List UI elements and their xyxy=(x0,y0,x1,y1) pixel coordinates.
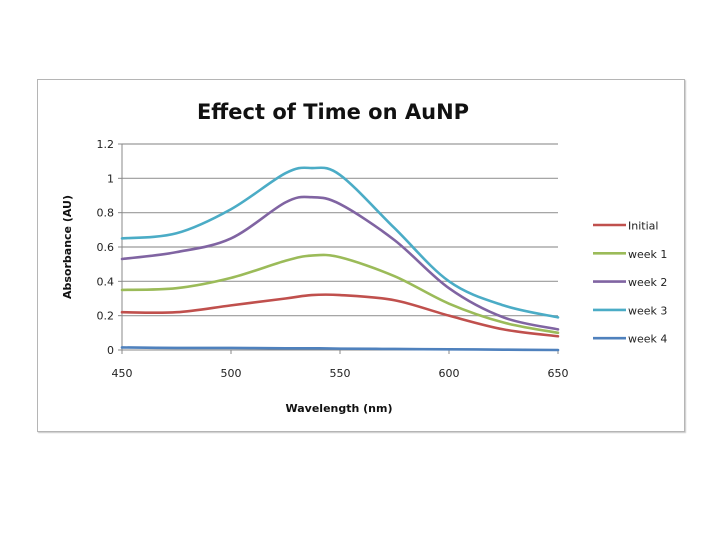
y-tick-label: 1 xyxy=(107,172,114,185)
series-line-week-4 xyxy=(120,346,560,352)
x-tick-label: 450 xyxy=(112,367,133,380)
series-line-week-3 xyxy=(120,166,560,319)
series-lines xyxy=(120,166,560,352)
y-tick-label: 0.6 xyxy=(97,241,115,254)
series-line-week-2 xyxy=(120,195,560,331)
legend-label: week 3 xyxy=(628,304,667,317)
axes xyxy=(118,143,559,354)
y-tick-label: 0.8 xyxy=(97,207,115,220)
series-line-initial xyxy=(120,293,560,338)
y-tick-label: 0.4 xyxy=(97,275,115,288)
y-tick-label: 0 xyxy=(107,344,114,357)
legend-label: week 1 xyxy=(628,248,667,261)
x-tick-label: 650 xyxy=(548,367,569,380)
x-tick-label: 550 xyxy=(330,367,351,380)
chart-title: Effect of Time on AuNP xyxy=(197,100,469,124)
gridlines xyxy=(122,143,558,317)
x-tick-label: 600 xyxy=(439,367,460,380)
tick-labels: 0 0.2 0.4 0.6 0.8 1 1.2 450 500 550 600 650 xyxy=(97,138,569,380)
legend-label: Initial xyxy=(628,220,658,233)
x-axis-title: Wavelength (nm) xyxy=(286,402,393,415)
series-line-week-1 xyxy=(120,253,560,335)
y-tick-label: 0.2 xyxy=(97,310,115,323)
legend-label: week 2 xyxy=(628,276,667,289)
legend: Initial week 1 week 2 week 3 week 4 xyxy=(593,220,667,346)
y-tick-label: 1.2 xyxy=(97,138,115,151)
legend-label: week 4 xyxy=(628,333,667,346)
x-tick-label: 500 xyxy=(221,367,242,380)
y-axis-title: Absorbance (AU) xyxy=(61,195,74,299)
